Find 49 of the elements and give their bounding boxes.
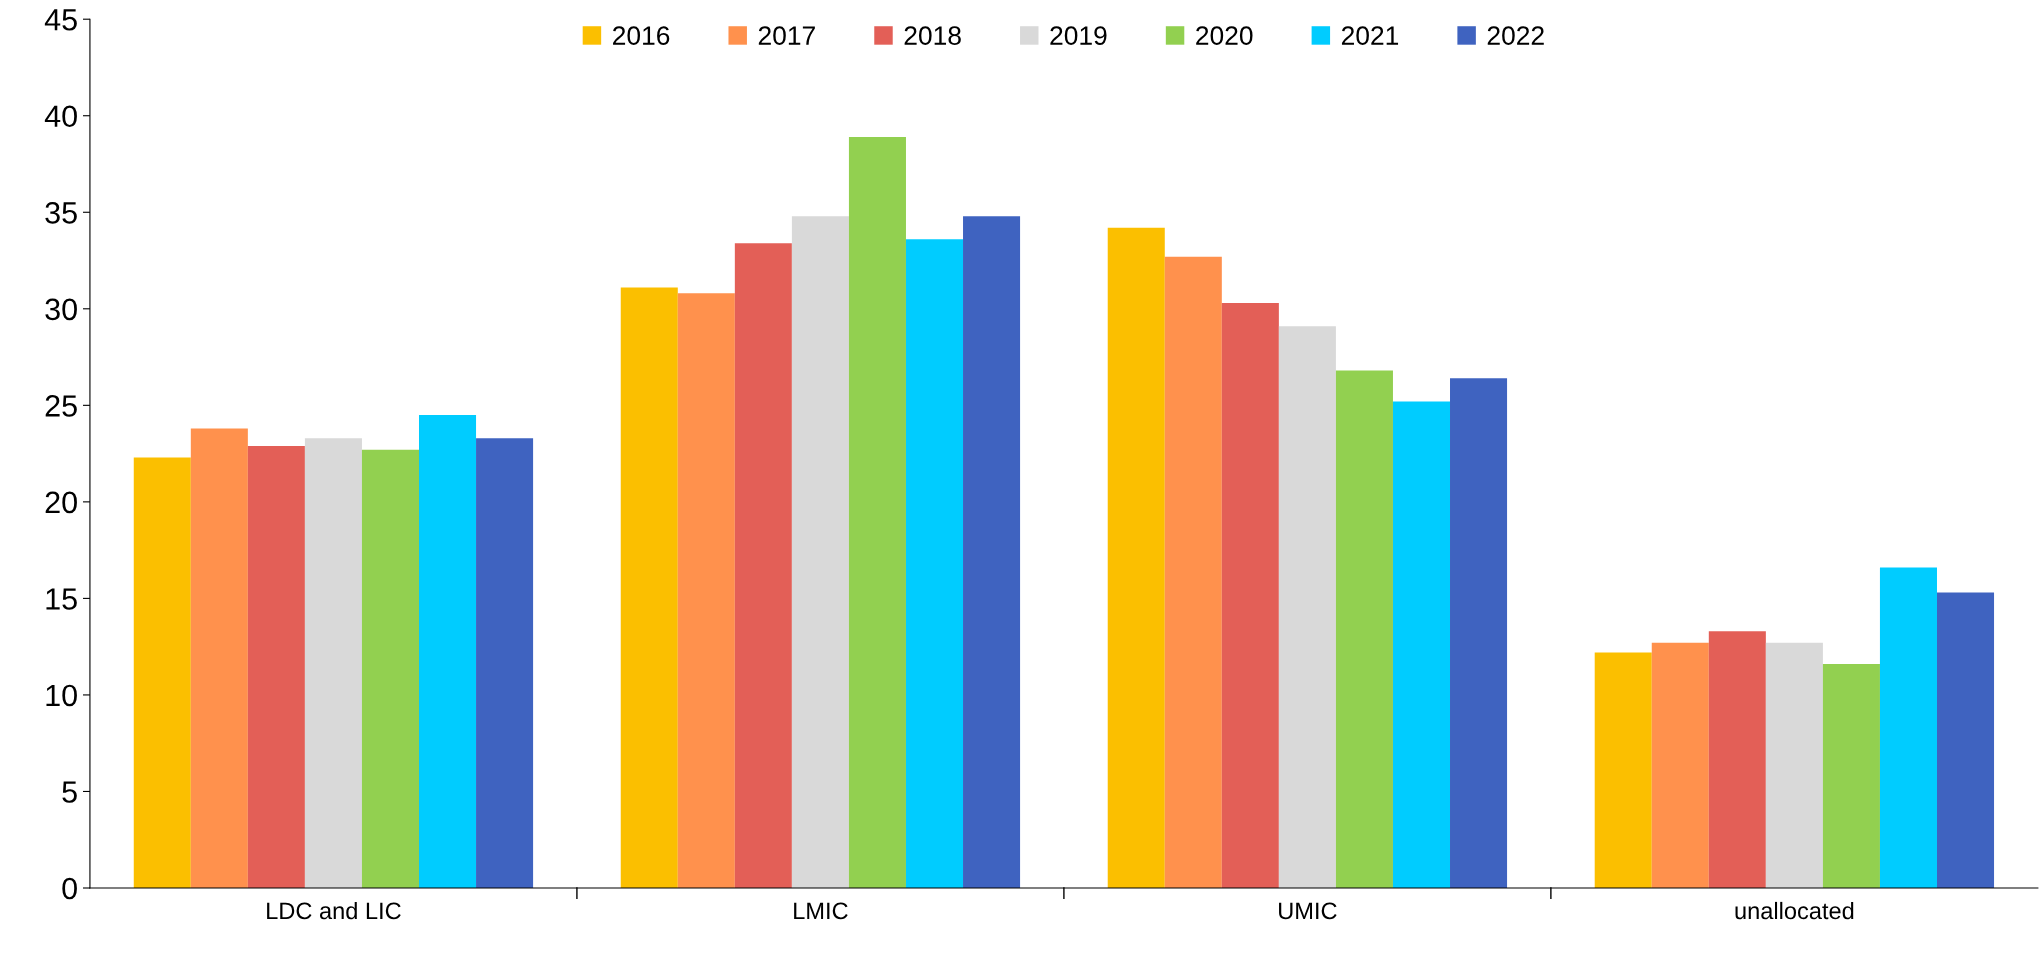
y-tick-label: 0 — [62, 877, 77, 900]
bar — [419, 414, 477, 888]
y-tick-label: 25 — [45, 395, 77, 417]
legend-label: 2020 — [1196, 26, 1253, 45]
y-tick-label: 35 — [45, 202, 77, 224]
bar — [361, 449, 419, 888]
y-tick-label: 15 — [46, 588, 77, 610]
legend-label: 2021 — [1341, 26, 1399, 45]
bar — [1392, 401, 1451, 888]
x-tick-label: LMIC — [794, 902, 848, 920]
bar — [963, 216, 1021, 888]
bar — [1765, 642, 1823, 888]
y-tick-label: 20 — [45, 491, 77, 514]
bar — [905, 239, 964, 888]
legend-label: 2016 — [613, 26, 670, 45]
bar — [1278, 326, 1336, 888]
y-tick-label: 10 — [46, 684, 77, 707]
bar — [1450, 378, 1508, 888]
bar — [247, 445, 305, 888]
legend-label: 2019 — [1050, 26, 1107, 45]
bar — [620, 287, 678, 888]
bar — [1335, 370, 1393, 888]
x-tick-label: LDC and LIC — [267, 901, 401, 920]
y-tick-label: 40 — [44, 105, 77, 128]
bar — [1221, 303, 1279, 888]
bar — [1936, 592, 1995, 888]
bar — [190, 428, 248, 888]
y-tick-label: 5 — [62, 781, 77, 803]
legend-label: 2022 — [1487, 26, 1544, 45]
bar — [1708, 631, 1766, 888]
bar — [677, 293, 735, 888]
bar — [791, 216, 849, 888]
x-tick-label: UMIC — [1279, 902, 1337, 920]
bar — [1164, 256, 1222, 888]
bar — [1594, 652, 1652, 888]
bar — [734, 243, 792, 888]
x-tick-label: unallocated — [1735, 901, 1854, 920]
y-tick-label: 30 — [45, 298, 77, 321]
bar — [1651, 642, 1709, 888]
bar — [848, 136, 906, 888]
legend-label: 2017 — [758, 26, 815, 45]
legend-label: 2018 — [904, 26, 961, 45]
bar — [476, 438, 534, 888]
y-tick-label: 45 — [44, 9, 77, 31]
bar — [133, 457, 191, 888]
bar — [1107, 227, 1165, 888]
bar — [1879, 567, 1937, 888]
bar — [1822, 664, 1880, 888]
bar — [304, 438, 362, 888]
